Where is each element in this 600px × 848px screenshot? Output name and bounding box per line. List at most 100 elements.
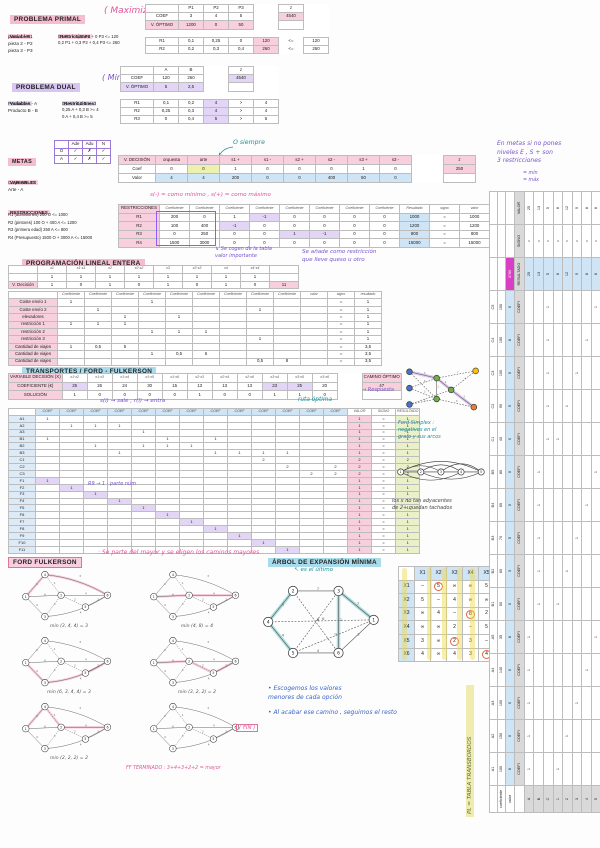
svg-text:1: 1 — [25, 661, 27, 665]
svg-text:4: 4 — [36, 735, 38, 739]
svg-text:4: 4 — [80, 677, 82, 681]
dual-vars-label: Variables — [8, 101, 33, 106]
svg-text:4: 4 — [172, 573, 174, 577]
svg-text:4: 4 — [213, 592, 215, 596]
metas-vars-list: Orquesta - O Arte - A — [8, 180, 35, 192]
ff-graph-2-caption: min (4, 8) = 4 — [180, 624, 214, 629]
svg-text:4: 4 — [85, 592, 87, 596]
metas-note-o: O siempre — [233, 139, 265, 146]
svg-text:3: 3 — [54, 668, 56, 672]
svg-text:1: 1 — [400, 470, 402, 474]
metas-note-s: s(-) = como mínimo , s(+) = como máximo — [150, 192, 271, 198]
svg-text:2: 2 — [74, 597, 76, 601]
svg-text:1: 1 — [182, 581, 184, 585]
svg-text:4: 4 — [36, 603, 38, 607]
ff-graph-4-caption: min (3, 2, 2) = 2 — [177, 690, 216, 695]
svg-text:6: 6 — [172, 658, 174, 662]
svg-text:8: 8 — [317, 617, 320, 622]
svg-text:6: 6 — [337, 651, 340, 657]
dual-restr-label: Restricciones — [62, 101, 97, 106]
svg-text:1: 1 — [25, 595, 27, 599]
svg-text:5: 5 — [84, 605, 86, 609]
highlighter-stroke — [470, 568, 475, 660]
svg-text:4: 4 — [164, 735, 166, 739]
svg-text:6: 6 — [172, 592, 174, 596]
svg-text:2: 2 — [357, 600, 360, 605]
svg-text:4: 4 — [164, 669, 166, 673]
svg-text:3: 3 — [182, 668, 184, 672]
svg-text:3: 3 — [36, 582, 38, 586]
svg-text:2: 2 — [97, 663, 99, 667]
svg-text:3: 3 — [207, 706, 209, 710]
primal-title-chip: PROBLEMA PRIMAL — [10, 15, 86, 24]
svg-text:3: 3 — [440, 470, 442, 474]
svg-text:3: 3 — [36, 714, 38, 718]
arcs-sketch-graph: 1 2 3 4 5 — [394, 450, 486, 492]
svg-text:3: 3 — [54, 734, 56, 738]
primal-restr-label: Restricciones — [58, 34, 93, 39]
rotated-transport-sheet: A1 A2 A3 A4 A5 B1 B2 B3 B4 B5 C1 C2 C3 C4 C5 coeficient… — [489, 191, 600, 815]
transportes-note-s: s(i) → sale ; r(i) → entra — [100, 398, 166, 404]
transportes-title: TRANSPORTES / FORD - FULKERSON — [22, 360, 157, 378]
svg-text:6: 6 — [234, 659, 236, 663]
transportes-note-ford: Ford Simplex : negativos en el grafo y sus… — [398, 420, 441, 440]
svg-text:6: 6 — [456, 400, 458, 403]
svg-text:4: 4 — [213, 724, 215, 728]
svg-text:3: 3 — [36, 648, 38, 652]
svg-text:3: 3 — [79, 640, 81, 644]
svg-text:5: 5 — [424, 399, 426, 402]
transportes-note-route: ruta óptima — [298, 397, 333, 403]
ple-table-restrictions: Coeficiente Coeficiente Coeficiente Coefici… — [8, 290, 382, 366]
svg-text:5: 5 — [212, 671, 214, 675]
svg-text:2: 2 — [97, 597, 99, 601]
dual-title: PROBLEMA DUAL — [12, 76, 80, 94]
svg-text:6: 6 — [322, 616, 325, 621]
svg-text:4: 4 — [80, 743, 82, 747]
arbol-note-last: ↖ es el último — [294, 567, 334, 573]
svg-text:2: 2 — [188, 593, 190, 597]
svg-text:2: 2 — [60, 725, 62, 729]
svg-text:1: 1 — [153, 727, 155, 731]
svg-text:5: 5 — [212, 737, 214, 741]
svg-text:1: 1 — [54, 647, 56, 651]
svg-text:2: 2 — [225, 663, 227, 667]
svg-text:6: 6 — [106, 725, 108, 729]
highlighter-stroke — [402, 568, 407, 660]
svg-text:3: 3 — [164, 582, 166, 586]
svg-text:3: 3 — [424, 391, 426, 394]
arcs-caption: los x no tan adyacentes de 2+ quedan tach… — [392, 498, 453, 511]
svg-text:1: 1 — [438, 386, 440, 389]
svg-text:4: 4 — [464, 377, 466, 380]
dual-vars-list: Producto A - A Producto B - B — [8, 101, 38, 113]
svg-text:4: 4 — [282, 632, 285, 637]
svg-text:4: 4 — [213, 658, 215, 662]
svg-text:3: 3 — [79, 574, 81, 578]
svg-text:3: 3 — [463, 396, 465, 399]
svg-text:5: 5 — [212, 605, 214, 609]
metas-decision-table: V. DECISIÓN orquesta arte s1 + s1 - s2 + s2 -s… — [118, 155, 476, 183]
svg-text:4: 4 — [44, 573, 46, 577]
svg-text:3: 3 — [44, 681, 46, 685]
svg-text:4: 4 — [164, 603, 166, 607]
metas-note-right-sub: = mín = máx — [523, 171, 539, 184]
transshipment-graph: 4 2 3 6 3 5 7 4 6 1 — [404, 364, 482, 414]
svg-text:3: 3 — [172, 681, 174, 685]
svg-text:2: 2 — [292, 589, 295, 595]
svg-text:2: 2 — [60, 659, 62, 663]
primal-vars-list: pieza 1 - P1 pieza 2 - P2 pieza 3 - P3 — [8, 34, 33, 53]
arbol-title: ÁRBOL DE EXPANSIÓN MÍNIMA — [268, 551, 381, 569]
transportes-note-arrow: → Respuesta — [362, 387, 394, 393]
svg-text:6: 6 — [44, 658, 46, 662]
svg-text:3: 3 — [207, 640, 209, 644]
svg-text:4: 4 — [85, 724, 87, 728]
metas-note-below: ↳ Se cogen de la tabla valor importante — [215, 246, 272, 259]
ple-note-right: Se añade como restricción que lleve queso… — [302, 249, 377, 263]
svg-text:5: 5 — [84, 737, 86, 741]
svg-text:2: 2 — [188, 659, 190, 663]
metas-restr-table: RESTRICCIONES Coeficiente Coeficiente Coefi… — [118, 204, 490, 248]
ff-title: FORD FULKERSON — [8, 551, 82, 569]
svg-text:5: 5 — [480, 470, 482, 474]
svg-text:4: 4 — [267, 620, 270, 626]
